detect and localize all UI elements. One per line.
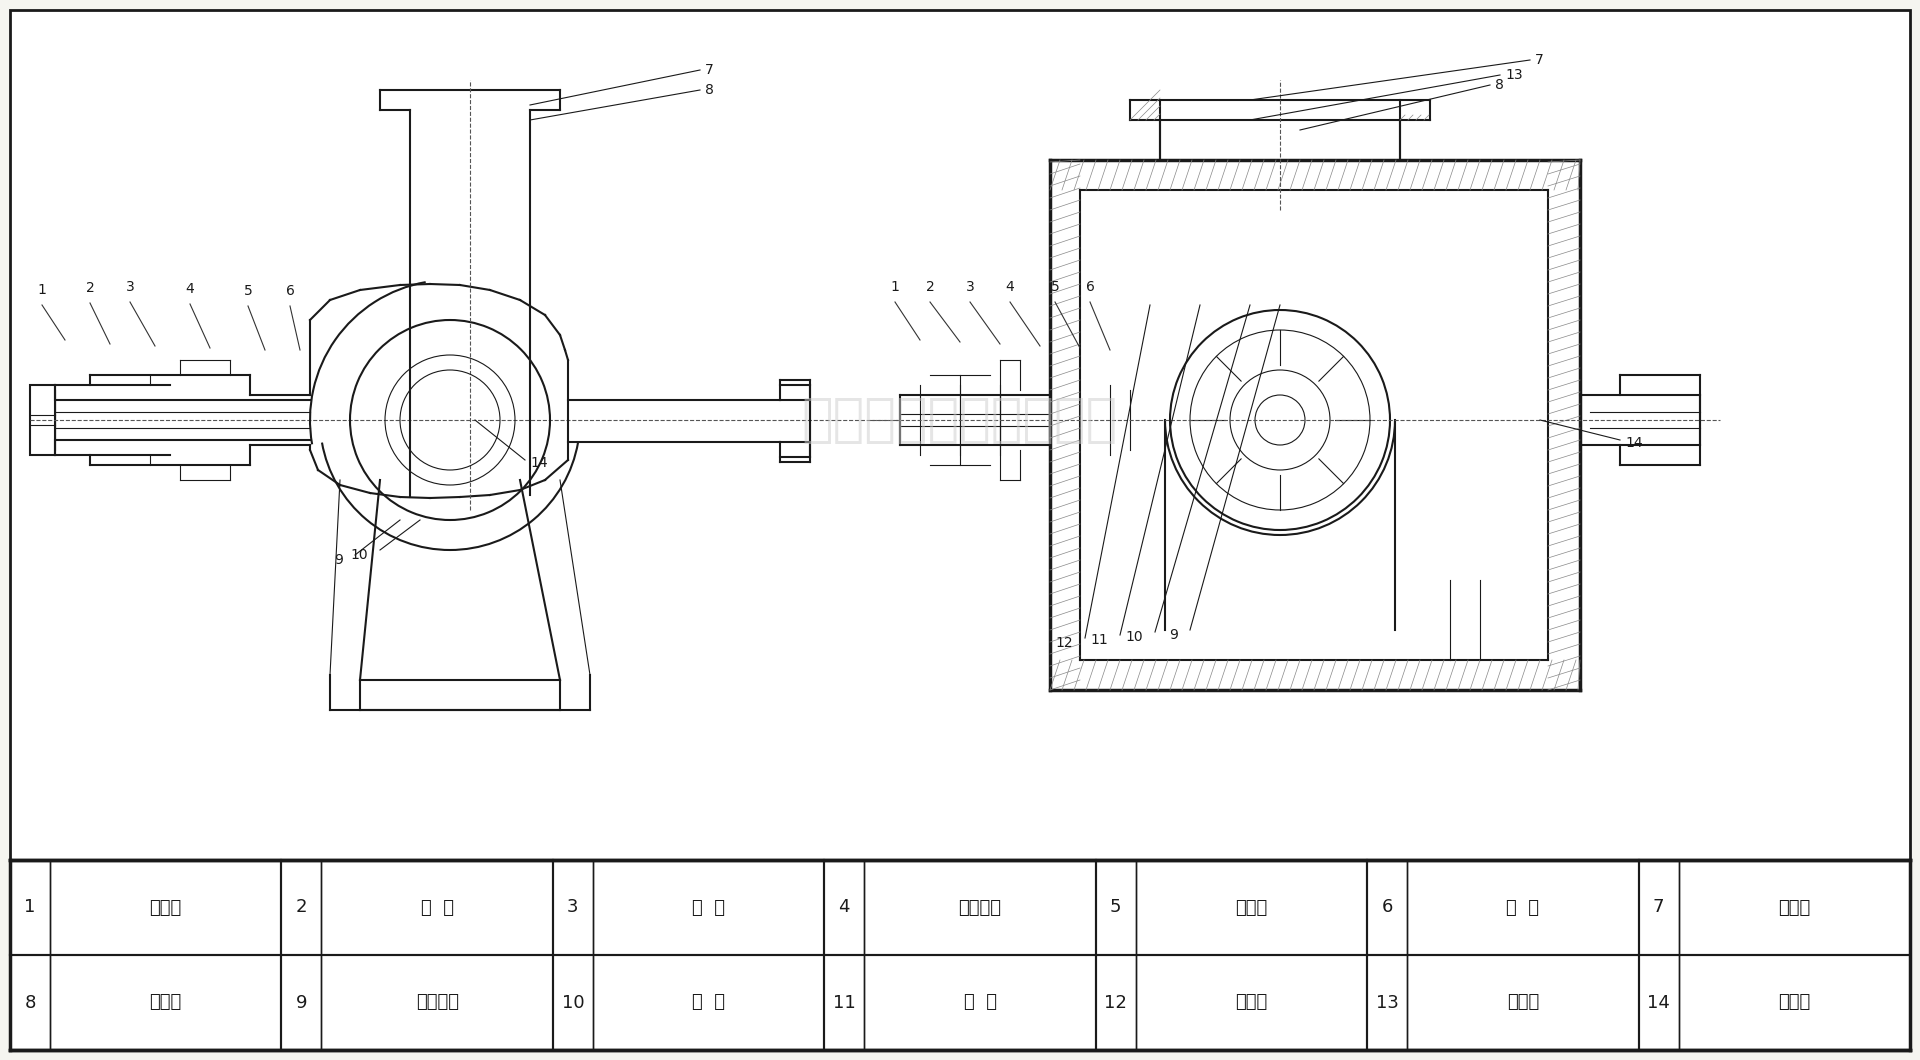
Text: 达旋流体科技有限公司: 达旋流体科技有限公司 [803,394,1117,446]
Text: 11: 11 [1091,633,1108,647]
Text: 10: 10 [1125,630,1142,644]
Text: 1: 1 [38,283,46,297]
Text: 14: 14 [1647,993,1670,1011]
Text: 5: 5 [1110,899,1121,917]
Text: 14: 14 [530,456,547,470]
Text: 轴  承: 轴 承 [691,899,726,917]
Text: 2: 2 [925,280,935,294]
Text: 4: 4 [1006,280,1014,294]
Text: 进口座: 进口座 [150,993,182,1011]
Text: 机械密封: 机械密封 [958,899,1002,917]
Text: 10: 10 [349,548,369,562]
Text: 7: 7 [1534,53,1544,67]
Text: 档水圈: 档水圈 [1235,993,1267,1011]
Text: 11: 11 [833,993,856,1011]
Text: 7: 7 [1653,899,1665,917]
Text: 14: 14 [1624,436,1644,450]
Text: 5: 5 [1050,280,1060,294]
Text: 6: 6 [286,284,294,298]
Text: 3: 3 [566,899,578,917]
Text: 加液孔: 加液孔 [1507,993,1540,1011]
Text: 出口座: 出口座 [1778,899,1811,917]
Polygon shape [10,10,1910,860]
Text: 4: 4 [186,282,194,296]
Text: 6: 6 [1085,280,1094,294]
Text: 13: 13 [1377,993,1398,1011]
Text: 13: 13 [1505,68,1523,82]
Text: 9: 9 [296,993,307,1011]
Text: 9: 9 [1169,628,1179,642]
Text: 8: 8 [705,83,714,98]
Text: 联轴器: 联轴器 [150,899,182,917]
Text: 5: 5 [244,284,252,298]
Text: 6: 6 [1382,899,1392,917]
Polygon shape [10,860,1910,1050]
Text: 3: 3 [125,280,134,294]
Text: 2: 2 [296,899,307,917]
Text: 1: 1 [25,899,36,917]
Text: 后  盖: 后 盖 [964,993,996,1011]
Text: 7: 7 [705,63,714,77]
Text: 轴承体: 轴承体 [1235,899,1267,917]
Text: 2: 2 [86,281,94,295]
Text: 10: 10 [561,993,584,1011]
Text: 前密封环: 前密封环 [415,993,459,1011]
Text: 8: 8 [1496,78,1503,92]
Text: 叶  轮: 叶 轮 [691,993,726,1011]
Text: 12: 12 [1104,993,1127,1011]
Text: 泵  壳: 泵 壳 [1507,899,1540,917]
Text: 1: 1 [891,280,899,294]
Text: 3: 3 [966,280,973,294]
Text: 4: 4 [839,899,851,917]
Bar [31,385,56,455]
Text: 回液孔: 回液孔 [1778,993,1811,1011]
Text: 泵  轴: 泵 轴 [420,899,453,917]
Text: 8: 8 [25,993,36,1011]
Text: 12: 12 [1056,636,1073,650]
Text: 9: 9 [334,553,344,567]
